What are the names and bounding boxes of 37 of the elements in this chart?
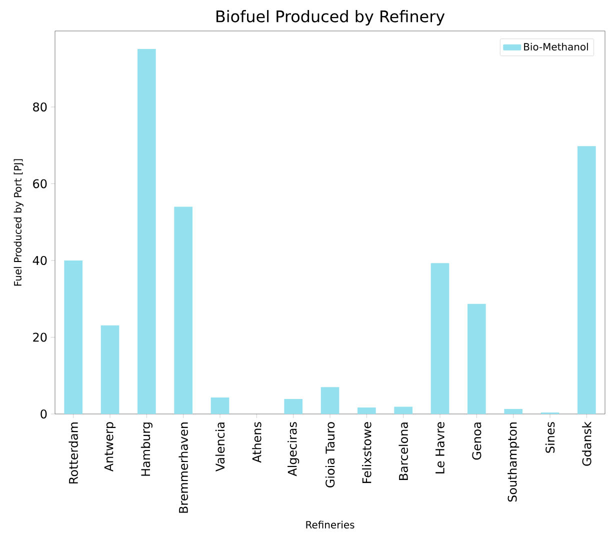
x-tick-label: Algeciras	[288, 422, 300, 476]
x-tick-label: Gdansk	[582, 422, 592, 466]
x-tick-label: Rotterdam	[68, 422, 78, 484]
bar	[138, 49, 156, 414]
x-tick-label: Southampton	[508, 422, 520, 502]
y-tick-label: 80	[33, 102, 47, 112]
bar	[100, 325, 120, 414]
x-tick-label: Barcelona	[398, 422, 408, 480]
chart-title: Biofuel Produced by Refinery	[216, 10, 445, 26]
legend-label: Bio-Methanol	[524, 42, 588, 51]
bar	[430, 263, 450, 414]
bar	[320, 387, 340, 414]
y-tick-label: 20	[33, 332, 47, 342]
y-tick-label: 40	[32, 256, 47, 265]
bar	[64, 260, 83, 414]
bar	[504, 408, 523, 414]
bar	[468, 304, 486, 414]
x-tick-label: Sines	[545, 422, 555, 453]
x-tick-label: Athens	[252, 422, 262, 463]
x-tick-label: Genoa	[472, 422, 482, 460]
bar	[358, 407, 376, 414]
x-tick-label: Valencia	[215, 422, 225, 472]
x-tick-label: Felixstowe	[362, 422, 372, 483]
bar	[174, 206, 193, 414]
x-tick-label: Antwerp	[104, 422, 116, 472]
bar	[578, 146, 596, 414]
x-axis-title: Refineries	[306, 520, 354, 529]
x-tick-label: Le Havre	[436, 422, 444, 474]
y-tick-label: 0	[40, 409, 47, 419]
y-axis-title: Fuel Produced by Port [PJ]	[14, 159, 24, 286]
x-tick-label: Gioia Tauro	[325, 422, 335, 488]
x-tick-label: Hamburg	[140, 422, 152, 476]
bar	[284, 399, 303, 414]
bar	[394, 406, 413, 414]
bar	[210, 397, 230, 414]
x-tick-label: Bremmerhaven	[178, 422, 188, 513]
y-tick-label: 60	[33, 179, 47, 188]
